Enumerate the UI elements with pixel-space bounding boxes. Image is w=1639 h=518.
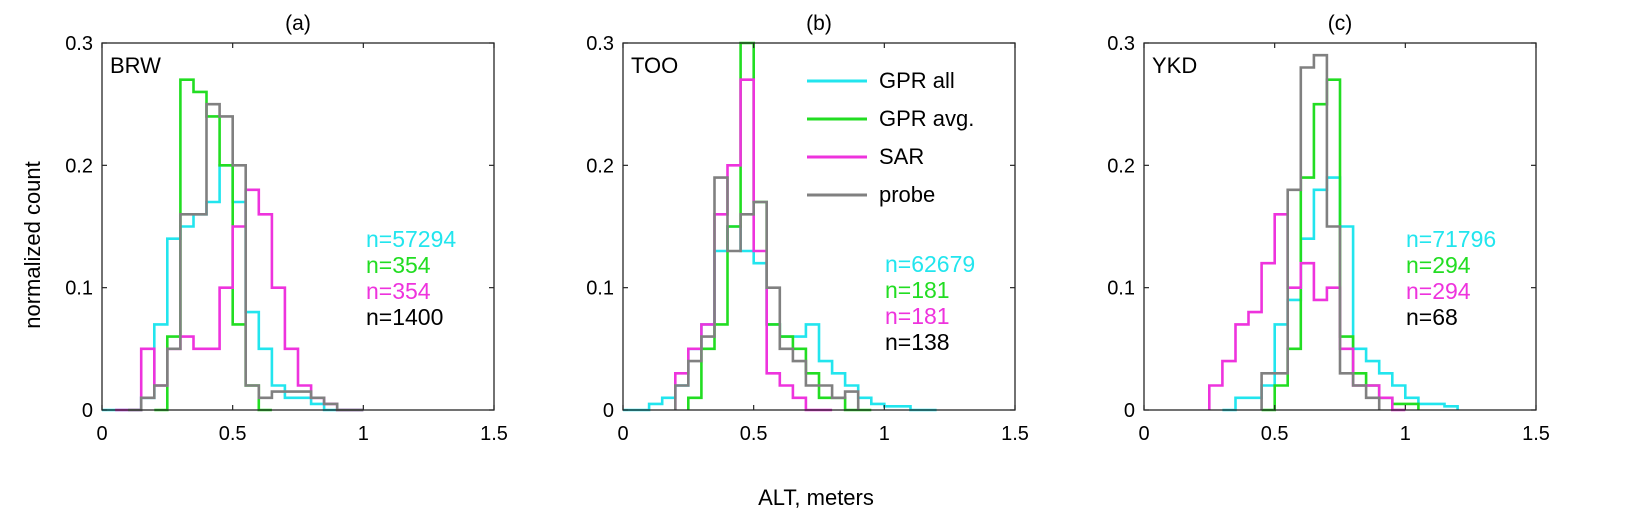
x-tick-label: 1.5 (1001, 423, 1029, 445)
y-tick-label: 0.2 (65, 155, 93, 177)
sample-count-label: n=181 (885, 277, 950, 303)
x-tick-label: 1 (358, 423, 369, 445)
x-tick-label: 0.5 (219, 423, 247, 445)
panel-title: (b) (806, 12, 832, 35)
series-sar-line (674, 78, 833, 412)
x-tick-label: 1 (1400, 423, 1411, 445)
site-label: YKD (1152, 53, 1197, 78)
legend: GPR all GPR avg. SAR probe (807, 68, 974, 207)
series-sar-line (115, 188, 364, 412)
y-tick-label: 0 (603, 400, 614, 422)
legend-label: SAR (879, 144, 924, 169)
legend-label: GPR avg. (879, 106, 974, 131)
sample-count-label: n=354 (366, 252, 431, 278)
site-label: BRW (110, 53, 161, 78)
y-tick-label: 0.1 (65, 278, 93, 300)
panel-too: 00.10.20.30 0.5 1 1.5(b)TOOn=62679n=181n=18… (586, 12, 1029, 445)
y-axis-label: normalized count (20, 161, 45, 329)
x-tick-label: 0 (96, 423, 107, 445)
y-tick-label: 0.1 (586, 278, 614, 300)
y-tick-label: 0 (82, 400, 93, 422)
axes-frame (101, 42, 495, 411)
y-tick-label: 0.1 (1107, 278, 1135, 300)
panel-ykd: 00.10.20.30 0.5 1 1.5(c)YKDn=71796n=294n=29… (1107, 12, 1550, 445)
legend-label: GPR all (879, 68, 955, 93)
panel-title: (a) (285, 12, 311, 35)
series-probe-line (674, 176, 860, 410)
axes-frame (1143, 42, 1537, 411)
series-sar-line (1208, 213, 1406, 412)
panel-brw: 00.10.20.30 0.5 1 1.5(a)BRWn=57294n=354n=35… (65, 12, 508, 445)
x-tick-label: 0.5 (1261, 423, 1289, 445)
y-tick-label: 0 (1124, 400, 1135, 422)
sample-count-label: n=294 (1406, 278, 1471, 304)
sample-count-label: n=68 (1406, 304, 1458, 330)
sample-count-label: n=1400 (366, 304, 443, 330)
x-tick-label: 0 (1138, 423, 1149, 445)
x-tick-label: 0 (617, 423, 628, 445)
series-probe-line (128, 102, 364, 412)
sample-count-label: n=71796 (1406, 226, 1496, 252)
sample-count-label: n=294 (1406, 252, 1471, 278)
y-tick-label: 0.3 (65, 33, 93, 55)
x-axis-label: ALT, meters (758, 485, 874, 510)
sample-count-label: n=354 (366, 278, 431, 304)
series-gpr-avg-line (154, 78, 272, 412)
x-tick-label: 1.5 (1522, 423, 1550, 445)
axes-frame (622, 42, 1016, 411)
x-tick-label: 1 (879, 423, 890, 445)
y-tick-label: 0.3 (586, 33, 614, 55)
x-tick-label: 1.5 (480, 423, 508, 445)
site-label: TOO (631, 53, 678, 78)
sample-count-label: n=138 (885, 329, 950, 355)
series-probe-line (1260, 53, 1381, 410)
legend-label: probe (879, 182, 935, 207)
panel-title: (c) (1328, 12, 1353, 35)
y-tick-label: 0.2 (1107, 155, 1135, 177)
x-tick-label: 0.5 (740, 423, 768, 445)
y-tick-label: 0.2 (586, 155, 614, 177)
sample-count-label: n=57294 (366, 226, 456, 252)
sample-count-label: n=181 (885, 303, 950, 329)
sample-count-label: n=62679 (885, 251, 975, 277)
y-tick-label: 0.3 (1107, 33, 1135, 55)
